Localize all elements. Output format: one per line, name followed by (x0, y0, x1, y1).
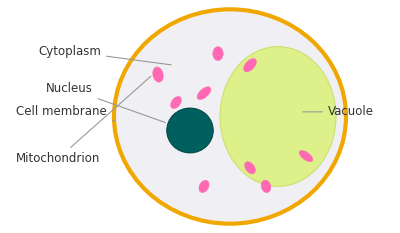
Text: Mitochondrion: Mitochondrion (16, 76, 151, 165)
Ellipse shape (220, 47, 336, 186)
Ellipse shape (244, 162, 256, 174)
Ellipse shape (167, 108, 213, 153)
Ellipse shape (261, 180, 271, 193)
Ellipse shape (114, 9, 346, 224)
Ellipse shape (244, 58, 256, 72)
Text: Vacuole: Vacuole (303, 105, 374, 118)
Ellipse shape (299, 151, 313, 162)
Ellipse shape (213, 47, 223, 61)
Ellipse shape (199, 180, 209, 193)
Ellipse shape (170, 96, 182, 109)
Text: Cytoplasm: Cytoplasm (38, 45, 171, 65)
Ellipse shape (197, 87, 211, 100)
Ellipse shape (153, 67, 163, 82)
Text: Cell membrane: Cell membrane (16, 105, 115, 121)
Text: Nucleus: Nucleus (46, 82, 165, 123)
